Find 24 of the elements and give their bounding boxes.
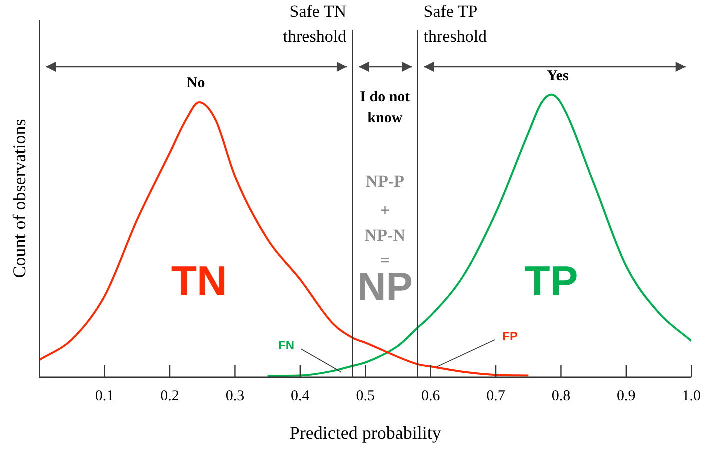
annotation: FN <box>278 338 294 353</box>
x-axis-title: Predicted probability <box>290 422 442 443</box>
text: Yes <box>547 68 569 84</box>
annotation: FP <box>502 330 518 344</box>
x-tick-label: 0.4 <box>291 388 310 404</box>
text: No <box>186 75 206 92</box>
x-tick-label: 0.6 <box>421 388 441 404</box>
x-tick-label: 1.0 <box>682 388 701 404</box>
series-label: TP <box>524 258 578 305</box>
series-label: TN <box>171 258 228 305</box>
x-tick-label: 0.2 <box>160 388 180 404</box>
annotation: I do not know <box>360 90 410 127</box>
x-tick-label: 0.7 <box>486 388 506 404</box>
x-tick-label: 0.8 <box>552 388 571 404</box>
ref-line-label: Safe TN threshold <box>283 2 348 46</box>
x-tick-label: 0.3 <box>226 388 245 404</box>
y-axis-title: Count of observations <box>10 119 30 278</box>
annotation: NP-N <box>364 226 406 246</box>
annotation: NP-P <box>366 172 405 192</box>
x-tick-label: 0.5 <box>356 388 375 404</box>
x-tick-label: 0.9 <box>617 388 636 404</box>
ref-line-label: Safe TP threshold <box>424 2 488 46</box>
annotation: + <box>380 200 390 220</box>
x-tick-label: 0.1 <box>95 388 114 404</box>
